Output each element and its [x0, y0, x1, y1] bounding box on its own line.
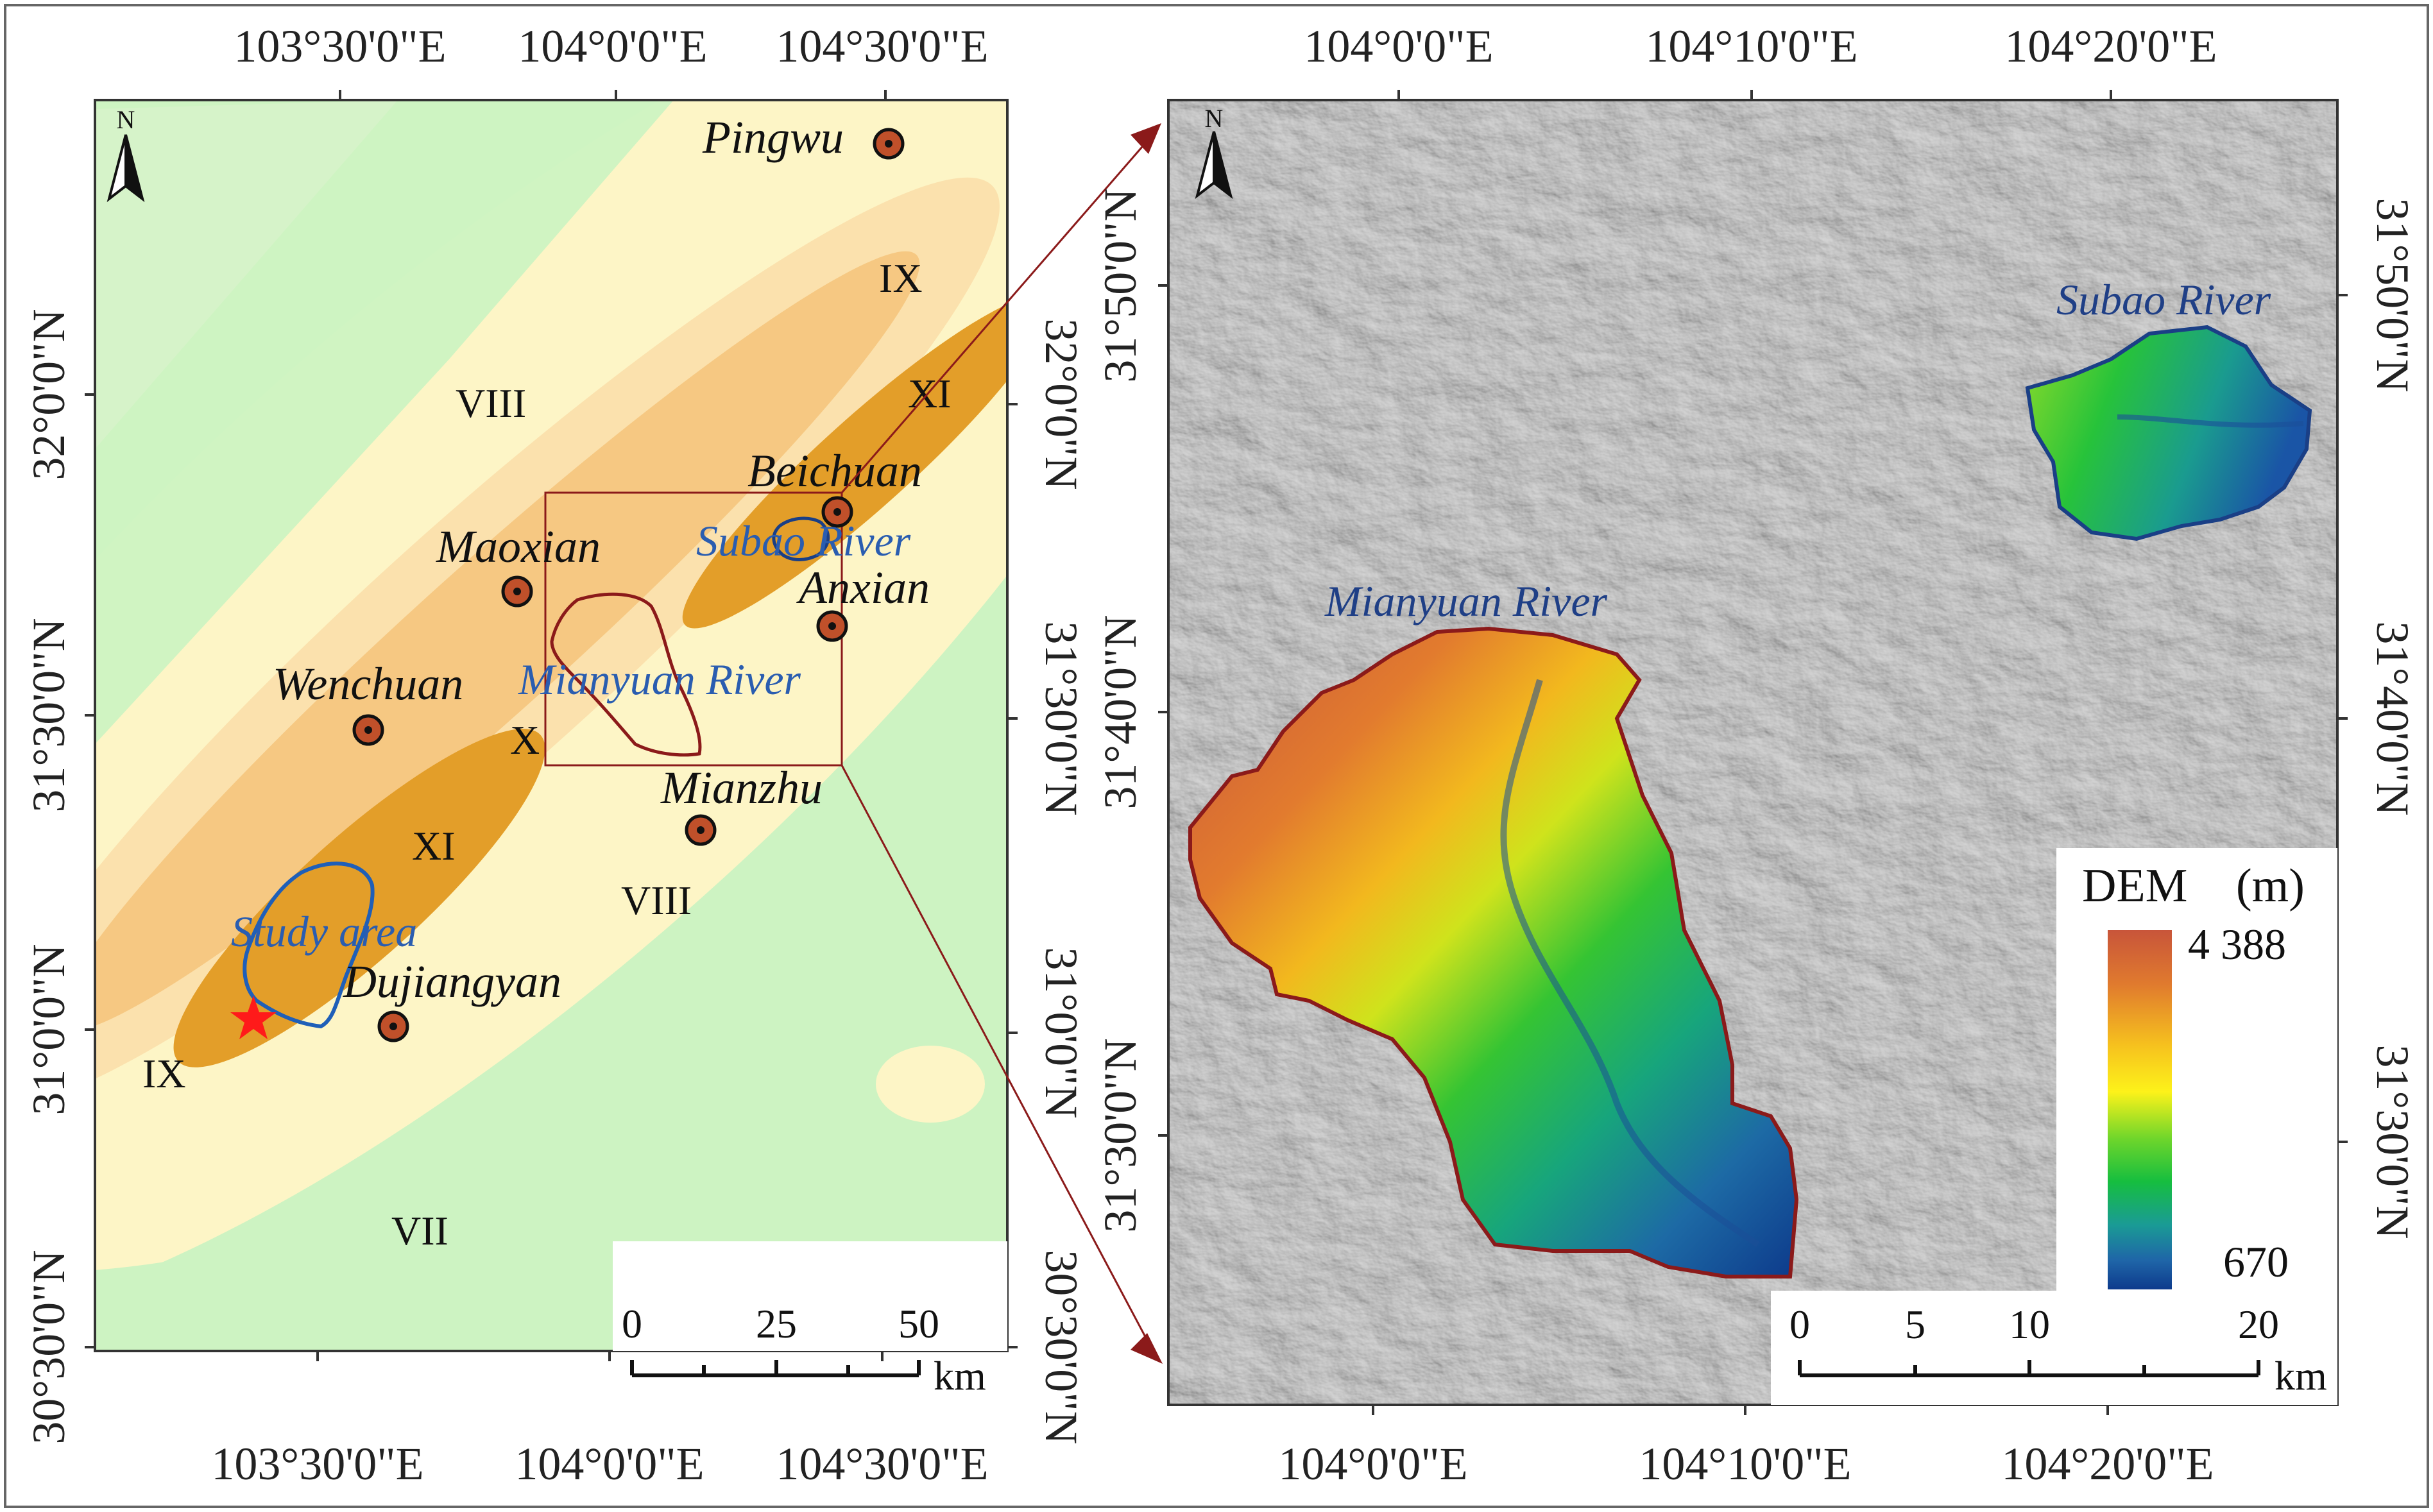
left-top-lon-2: 104°0'0"E — [518, 21, 707, 72]
left-bottom-lon-3: 104°30'0"E — [776, 1438, 988, 1490]
left-top-lon-1: 103°30'0"E — [234, 21, 446, 72]
figure-frame — [4, 4, 2429, 1508]
right-rlat-2: 31°40'0"N — [2367, 621, 2418, 815]
intensity-label-ix-sw: IX — [142, 1051, 186, 1096]
dem-legend-title: DEM — [2082, 860, 2187, 912]
left-scale-label-0: 0 — [622, 1301, 642, 1346]
left-scale-unit: km — [934, 1353, 986, 1398]
intensity-label-viii-n: VIII — [456, 380, 526, 426]
study-area-outline — [243, 862, 375, 1029]
intensity-label-xi-sw: XI — [412, 823, 456, 869]
right-rlat-3: 31°30'0"N — [2367, 1044, 2418, 1239]
right-top-lon-1: 104°0'0"E — [1304, 21, 1493, 72]
left-lat-4: 30°30'0"N — [23, 1250, 74, 1444]
left-top-lon-3: 104°30'0"E — [776, 21, 988, 72]
connector-arrow-top-icon — [1131, 123, 1161, 154]
left-map-border — [94, 99, 1009, 1352]
river-label-mianyuan-left: Mianyuan River — [518, 655, 801, 704]
dem-legend-max: 4 388 — [2188, 920, 2286, 969]
right-lat-3: 31°30'0"N — [1095, 1038, 1146, 1232]
city-label-dujiangyan: Dujiangyan — [343, 956, 561, 1007]
right-scale-unit: km — [2275, 1353, 2327, 1398]
zone-viii-spot — [876, 1046, 985, 1123]
right-bottom-lon-1: 104°0'0"E — [1278, 1438, 1467, 1490]
right-scale-label-5: 5 — [1905, 1302, 1925, 1347]
study-area-label: Study area — [231, 907, 417, 956]
city-label-maoxian: Maoxian — [436, 521, 601, 572]
left-scale-bar — [630, 1360, 921, 1377]
left-bottom-lon-2: 104°0'0"E — [515, 1438, 704, 1490]
intensity-label-x: X — [510, 717, 540, 763]
left-lat-3: 31°0'0"N — [23, 944, 74, 1115]
right-ticks — [1158, 90, 2348, 1415]
city-label-mianzhu: Mianzhu — [660, 762, 823, 813]
dem-legend-unit: (m) — [2236, 860, 2305, 912]
subao-channel — [2117, 414, 2304, 428]
left-lat-2: 31°30'0"N — [23, 618, 74, 812]
dem-legend-min: 670 — [2223, 1237, 2289, 1286]
intensity-label-viii-s: VIII — [621, 878, 692, 923]
zone-xi-sw — [173, 729, 545, 1067]
city-label-beichuan: Beichuan — [747, 445, 922, 497]
dem-legend-ramp — [2108, 930, 2172, 1289]
city-label-wenchuan: Wenchuan — [273, 658, 463, 709]
intensity-label-ix-ne: IX — [879, 255, 923, 301]
left-north-label: N — [117, 105, 135, 134]
left-ticks — [85, 90, 1018, 1361]
left-lat-1: 32°0'0"N — [23, 309, 74, 480]
right-bottom-lon-3: 104°20'0"E — [2001, 1438, 2214, 1490]
right-scale-box — [1771, 1291, 2337, 1405]
zone-x — [95, 251, 920, 1032]
city-marker-dots — [364, 140, 892, 1030]
intensity-label-vii: VII — [391, 1208, 448, 1253]
right-lat-2: 31°40'0"N — [1095, 615, 1146, 809]
left-rlat-3: 31°0'0"N — [1036, 947, 1087, 1118]
right-scale-label-0: 0 — [1789, 1302, 1810, 1347]
right-top-lon-2: 104°10'0"E — [1645, 21, 1857, 72]
river-label-mianyuan-right: Mianyuan River — [1324, 577, 1608, 625]
left-bottom-lon-1: 103°30'0"E — [211, 1438, 423, 1490]
city-label-pingwu: Pingwu — [702, 112, 844, 163]
mianyuan-outline-left — [550, 592, 702, 757]
right-top-lon-3: 104°20'0"E — [2004, 21, 2217, 72]
inset-connectors — [841, 132, 1156, 1355]
epicenter-star-icon — [230, 996, 277, 1039]
left-scale-label-25: 25 — [756, 1301, 797, 1346]
left-north-arrow-icon: N — [107, 105, 145, 203]
left-rlat-1: 32°0'0"N — [1036, 318, 1087, 489]
left-map: 103°30'0"E 104°0'0"E 104°30'0"E 103°30'0… — [23, 21, 1087, 1490]
right-map: 104°0'0"E 104°10'0"E 104°20'0"E 104°0'0"… — [1095, 21, 2418, 1490]
subao-outline-left — [772, 516, 830, 561]
subao-catchment — [2025, 325, 2312, 541]
mianyuan-catchment — [1188, 626, 1799, 1278]
right-scale-bar — [1798, 1360, 2260, 1377]
left-rlat-2: 31°30'0"N — [1036, 621, 1087, 815]
right-scale-label-20: 20 — [2238, 1302, 2279, 1347]
left-scale-label-50: 50 — [898, 1301, 939, 1346]
right-rlat-1: 31°50'0"N — [2367, 198, 2418, 392]
right-scale-label-10: 10 — [2009, 1302, 2050, 1347]
right-north-label: N — [1205, 104, 1224, 133]
dem-legend-box — [2056, 848, 2337, 1291]
left-rlat-4: 30°30'0"N — [1036, 1250, 1087, 1444]
zone-viii-nw — [95, 100, 398, 449]
city-label-anxian: Anxian — [796, 562, 930, 613]
right-bottom-lon-2: 104°10'0"E — [1639, 1438, 1851, 1490]
river-label-subao-right: Subao River — [2056, 275, 2271, 324]
mianyuan-channel — [1500, 679, 1760, 1248]
right-lat-1: 31°50'0"N — [1095, 188, 1146, 382]
river-label-subao-left: Subao River — [696, 516, 911, 565]
right-north-arrow-icon: N — [1195, 104, 1233, 200]
zone-vii-south — [95, 654, 1007, 1351]
connector-arrow-bottom-icon — [1131, 1333, 1163, 1364]
